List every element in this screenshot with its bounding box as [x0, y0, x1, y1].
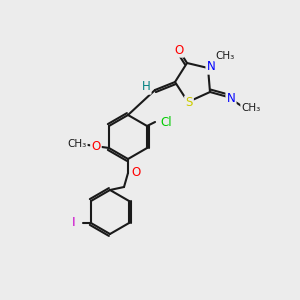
- Text: N: N: [226, 92, 236, 104]
- Text: O: O: [174, 44, 184, 56]
- Text: H: H: [142, 80, 150, 94]
- Text: CH₃: CH₃: [67, 139, 87, 149]
- Text: I: I: [72, 217, 76, 230]
- Text: O: O: [91, 140, 101, 152]
- Text: S: S: [185, 97, 193, 110]
- Text: CH₃: CH₃: [215, 51, 235, 61]
- Text: N: N: [207, 61, 215, 74]
- Text: CH₃: CH₃: [242, 103, 261, 113]
- Text: Cl: Cl: [160, 116, 172, 128]
- Text: O: O: [131, 166, 141, 178]
